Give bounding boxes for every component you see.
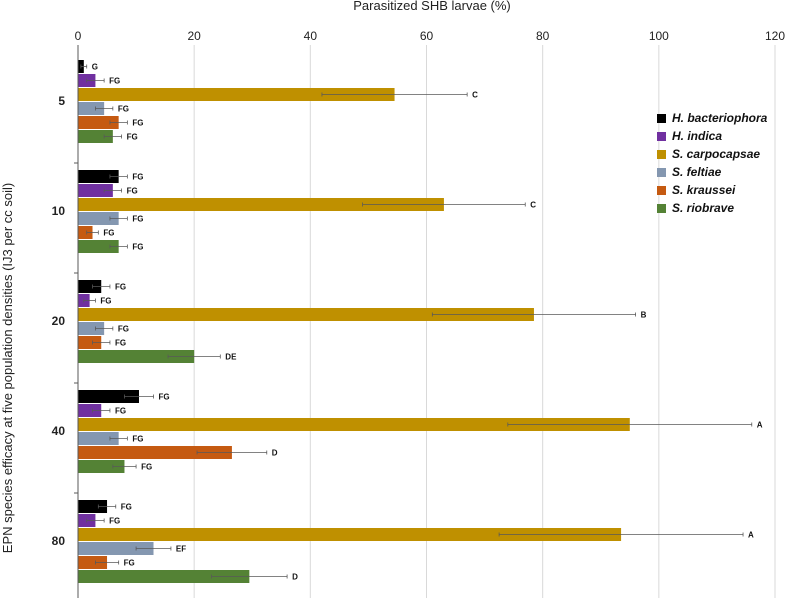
y-tick-label-10: 10 [52,204,66,218]
significance-label-H. indica-20: FG [100,297,111,306]
y-axis-label: EPN species efficacy at five population … [0,183,15,553]
significance-label-S. kraussei-5: FG [132,119,143,128]
legend-label-S. feltiae: S. feltiae [672,165,722,179]
significance-label-S. kraussei-40: D [272,449,278,458]
significance-label-S. kraussei-80: FG [124,559,135,568]
significance-label-H. indica-5: FG [109,77,120,86]
legend-swatch-H. bacteriophora [657,114,666,123]
bar-S. riobrave-20 [78,350,195,363]
significance-label-S. feltiae-5: FG [118,105,129,114]
bar-H. bacteriophora-40 [78,390,139,403]
axes: 0 20 40 60 80 100 120 5 10 20 40 80 [52,29,785,598]
chart-title: Parasitized SHB larvae (%) [353,0,511,13]
legend-swatch-H. indica [657,132,666,141]
bar-S. carpocapsae-80 [78,528,622,541]
significance-label-H. bacteriophora-40: FG [159,393,170,402]
significance-label-S. carpocapsae-20: B [641,311,647,320]
significance-label-S. feltiae-20: FG [118,325,129,334]
significance-label-S. riobrave-40: FG [141,463,152,472]
bar-S. feltiae-80 [78,542,154,555]
bar-S. kraussei-80 [78,556,108,569]
legend: H. bacteriophora H. indica S. carpocapsae S… [657,111,768,215]
x-tick-label-60: 60 [420,29,434,43]
significance-label-S. feltiae-10: FG [132,215,143,224]
legend-label-S. kraussei: S. kraussei [672,183,736,197]
significance-label-S. feltiae-40: FG [132,435,143,444]
bar-S. kraussei-20 [78,336,102,349]
legend-swatch-S. riobrave [657,204,666,213]
significance-label-S. carpocapsae-5: C [472,91,478,100]
significance-label-S. riobrave-10: FG [132,243,143,252]
significance-label-H. bacteriophora-80: FG [121,503,132,512]
x-tick-label-20: 20 [187,29,201,43]
bar-S. carpocapsae-5 [78,88,395,101]
legend-swatch-S. kraussei [657,186,666,195]
y-tick-label-40: 40 [52,424,66,438]
significance-label-S. riobrave-80: D [292,573,298,582]
bar-S. riobrave-10 [78,240,119,253]
legend-label-S. riobrave: S. riobrave [672,201,734,215]
legend-label-S. carpocapsae: S. carpocapsae [672,147,760,161]
significance-label-S. carpocapsae-80: A [748,531,754,540]
legend-label-H. bacteriophora: H. bacteriophora [672,111,768,125]
significance-label-H. indica-10: FG [127,187,138,196]
significance-label-S. kraussei-10: FG [103,229,114,238]
significance-label-H. indica-40: FG [115,407,126,416]
bar-H. indica-10 [78,184,113,197]
significance-label-S. kraussei-20: FG [115,339,126,348]
significance-label-S. carpocapsae-40: A [757,421,763,430]
bar-S. riobrave-80 [78,570,250,583]
bar-S. feltiae-40 [78,432,119,445]
significance-label-S. feltiae-80: EF [176,545,186,554]
significance-label-H. bacteriophora-20: FG [115,283,126,292]
x-tick-label-40: 40 [304,29,318,43]
bars: GFGFGFGFGFGFGFGFGFGCCBAAFGFGFGFGEFFGFGFG… [78,60,763,583]
bar-S. feltiae-20 [78,322,105,335]
bar-S. kraussei-40 [78,446,232,459]
significance-label-H. indica-80: FG [109,517,120,526]
bar-H. bacteriophora-20 [78,280,102,293]
legend-label-H. indica: H. indica [672,129,722,143]
bar-H. bacteriophora-80 [78,500,108,513]
x-tick-label-120: 120 [765,29,785,43]
bar-S. feltiae-10 [78,212,119,225]
y-tick-label-5: 5 [58,94,65,108]
bar-S. kraussei-5 [78,116,119,129]
bar-S. riobrave-5 [78,130,113,143]
bar-S. carpocapsae-40 [78,418,630,431]
bar-S. feltiae-5 [78,102,105,115]
x-tick-label-80: 80 [536,29,550,43]
bar-S. carpocapsae-20 [78,308,534,321]
bar-S. carpocapsae-10 [78,198,444,211]
gridlines [193,45,776,598]
legend-swatch-S. carpocapsae [657,150,666,159]
significance-label-S. riobrave-20: DE [225,353,237,362]
bar-H. indica-40 [78,404,102,417]
significance-label-S. carpocapsae-10: C [530,201,536,210]
x-tick-label-0: 0 [75,29,82,43]
x-tick-label-100: 100 [649,29,669,43]
significance-label-H. bacteriophora-10: FG [132,173,143,182]
significance-label-H. bacteriophora-5: G [92,63,98,72]
y-tick-label-20: 20 [52,314,66,328]
significance-label-S. riobrave-5: FG [127,133,138,142]
bar-S. riobrave-40 [78,460,125,473]
legend-swatch-S. feltiae [657,168,666,177]
bar-S. kraussei-10 [78,226,93,239]
y-tick-label-80: 80 [52,534,66,548]
bar-H. bacteriophora-10 [78,170,119,183]
